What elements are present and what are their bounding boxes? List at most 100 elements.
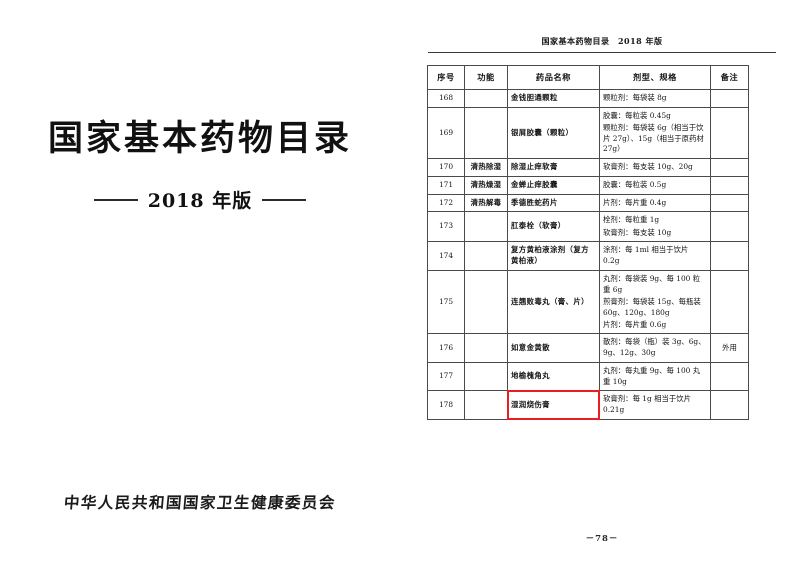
cell-drug-name: 如意金黄散: [507, 333, 600, 363]
cell-function: [464, 211, 508, 243]
cell-dosage-spec: 胶囊：每粒装 0.45g 颗粒剂：每袋装 6g（相当于饮片 27g）、15g（相当…: [599, 106, 711, 160]
cell-note: [710, 193, 749, 213]
cell-dosage-spec: 软膏剂：每 1g 相当于饮片 0.21g: [599, 390, 711, 420]
drug-name-text: 银屑胶囊（颗粒）: [511, 127, 574, 137]
cell-drug-name: 湿润烧伤膏: [507, 390, 600, 420]
dosage-spec-line: 软膏剂：每 1g 相当于饮片 0.21g: [603, 394, 692, 415]
cell-serial-number: 169: [427, 106, 465, 160]
dosage-spec-line: 胶囊：每粒装 0.5g: [603, 179, 667, 189]
cell-serial-number: 176: [427, 333, 465, 363]
table-row: 176 如意金黄散 散剂：每袋（瓶）装 3g、6g、9g、12g、30g 外用: [427, 333, 749, 363]
cell-dosage-spec: 胶囊：每粒装 0.5g: [599, 175, 711, 195]
table-row: 174 复方黄柏液涂剂（复方黄柏液） 涂剂：每 1ml 相当于饮片 0.2g: [427, 241, 749, 271]
dosage-spec-line: 颗粒剂：每袋装 6g（相当于饮片 27g）、15g（相当于原药材 27g）: [603, 122, 704, 154]
dosage-spec-line: 栓剂：每粒重 1g: [603, 215, 660, 225]
cell-dosage-spec: 软膏剂：每支装 10g、20g: [599, 158, 711, 177]
cell-drug-name: 除湿止痒软膏: [507, 158, 600, 177]
edition-rule-left: [93, 198, 138, 201]
cell-drug-name: 季德胜蛇药片: [507, 193, 600, 213]
header-rule: [428, 52, 776, 54]
column-header-no: 序号: [427, 65, 465, 90]
edition-rule-right: [262, 198, 307, 201]
cover-edition-row: 2018 年版: [0, 186, 400, 213]
cell-function: 清热燥湿: [464, 175, 508, 195]
dosage-spec-line: 胶囊：每粒装 0.45g: [603, 110, 671, 120]
table-row: 171 清热燥湿 金蝉止痒胶囊 胶囊：每粒装 0.5g: [427, 175, 749, 195]
dosage-spec-line: 片剂：每片重 0.4g: [603, 197, 667, 207]
cell-serial-number: 174: [427, 241, 465, 271]
drug-name-text: 复方黄柏液涂剂（复方黄柏液）: [511, 245, 589, 266]
dosage-spec-line: 涂剂：每 1ml 相当于饮片 0.2g: [603, 245, 689, 266]
cell-function: [464, 333, 508, 363]
cell-function: [464, 89, 508, 108]
cell-dosage-spec: 栓剂：每粒重 1g 软膏剂：每支装 10g: [599, 211, 711, 243]
dosage-spec-line: 煎膏剂：每袋装 15g、每瓶装 60g、120g、180g: [603, 296, 701, 317]
cell-function: [464, 361, 508, 392]
dosage-spec-line: 片剂：每片重 0.6g: [603, 319, 667, 329]
table-row: 168 金钱胆通颗粒 颗粒剂：每袋装 8g: [427, 89, 749, 108]
page-number: －78－: [585, 534, 619, 544]
column-header-spec: 剂型、规格: [599, 65, 711, 90]
cell-note: [710, 390, 749, 420]
table-row: 172 清热解毒 季德胜蛇药片 片剂：每片重 0.4g: [427, 193, 749, 213]
column-header-name: 药品名称: [507, 65, 600, 90]
issuer-name: 中华人民共和国国家卫生健康委员会: [63, 493, 337, 512]
cell-serial-number: 171: [427, 175, 465, 195]
cell-drug-name: 金蝉止痒胶囊: [507, 175, 600, 195]
cell-function: [464, 390, 508, 420]
cell-dosage-spec: 颗粒剂：每袋装 8g: [599, 89, 711, 108]
cell-drug-name: 连翘败毒丸（膏、片）: [507, 269, 600, 335]
table-row: 178 湿润烧伤膏 软膏剂：每 1g 相当于饮片 0.21g: [427, 390, 749, 420]
drug-name-text: 连翘败毒丸（膏、片）: [511, 296, 589, 306]
cell-note: [710, 175, 749, 195]
cell-drug-name: 地榆槐角丸: [507, 361, 600, 392]
page-title: 国家基本药物目录: [47, 118, 352, 159]
cell-note: [710, 89, 749, 108]
cell-serial-number: 178: [427, 390, 465, 420]
dosage-spec-line: 软膏剂：每支装 10g: [603, 227, 672, 237]
table-row: 170 清热除湿 除湿止痒软膏 软膏剂：每支装 10g、20g: [427, 158, 749, 177]
cell-note: [710, 361, 749, 392]
cell-serial-number: 173: [427, 211, 465, 243]
cell-note: 外用: [710, 333, 749, 363]
cell-note: [710, 158, 749, 177]
table-row: 175 连翘败毒丸（膏、片） 丸剂：每袋装 9g、每 100 粒重 6g 煎膏剂：每袋…: [427, 269, 749, 335]
cell-dosage-spec: 散剂：每袋（瓶）装 3g、6g、9g、12g、30g: [599, 333, 711, 363]
column-header-func: 功能: [464, 65, 508, 90]
cell-note: [710, 241, 749, 271]
drug-name-text: 金蝉止痒胶囊: [511, 179, 558, 189]
cell-function: [464, 241, 508, 271]
cell-drug-name: 金钱胆通颗粒: [507, 89, 600, 108]
cell-note: [710, 269, 749, 335]
dosage-spec-line: 软膏剂：每支装 10g、20g: [603, 162, 693, 172]
cover-page: 国家基本药物目录 2018 年版 中华人民共和国国家卫生健康委员会: [0, 118, 400, 512]
cell-serial-number: 177: [427, 361, 465, 392]
cell-function: 清热除湿: [464, 158, 508, 177]
cell-drug-name: 银屑胶囊（颗粒）: [507, 106, 600, 160]
cover-edition-label: 2018 年版: [147, 190, 253, 212]
running-head: 国家基本药物目录 2018 年版: [541, 36, 663, 46]
table-body: 168 金钱胆通颗粒 颗粒剂：每袋装 8g 169 银屑胶囊（颗粒） 胶囊：每粒装 0.4…: [427, 89, 749, 420]
cell-function: [464, 269, 508, 335]
drug-catalog-table: 序号 功能 药品名称 剂型、规格 备注 168 金钱胆通颗粒 颗粒剂：每袋装 8g 1…: [427, 65, 749, 420]
dosage-spec-line: 散剂：每袋（瓶）装 3g、6g、9g、12g、30g: [603, 337, 706, 358]
drug-name-text: 除湿止痒软膏: [511, 162, 558, 172]
drug-name-text: 金钱胆通颗粒: [511, 93, 558, 102]
dosage-spec-line: 丸剂：每袋装 9g、每 100 粒重 6g: [603, 273, 701, 294]
table-row: 169 银屑胶囊（颗粒） 胶囊：每粒装 0.45g 颗粒剂：每袋装 6g（相当于饮片 …: [427, 106, 749, 160]
drug-name-text: 地榆槐角丸: [511, 371, 550, 381]
cell-dosage-spec: 丸剂：每袋装 9g、每 100 粒重 6g 煎膏剂：每袋装 15g、每瓶装 60g…: [599, 269, 711, 335]
cell-serial-number: 175: [427, 269, 465, 335]
drug-name-text: 肛泰栓（软膏）: [511, 221, 566, 231]
cell-function: [464, 106, 508, 160]
cell-dosage-spec: 片剂：每片重 0.4g: [599, 193, 711, 213]
dosage-spec-line: 丸剂：每丸重 9g、每 100 丸重 10g: [603, 365, 701, 386]
table-row: 177 地榆槐角丸 丸剂：每丸重 9g、每 100 丸重 10g: [427, 361, 749, 392]
cell-dosage-spec: 丸剂：每丸重 9g、每 100 丸重 10g: [599, 361, 711, 392]
cell-drug-name: 肛泰栓（软膏）: [507, 211, 600, 243]
cell-function: 清热解毒: [464, 193, 508, 213]
cell-serial-number: 170: [427, 158, 465, 177]
catalog-page: 国家基本药物目录 2018 年版 序号 功能 药品名称 剂型、规格 备注 168…: [400, 0, 800, 570]
column-header-note: 备注: [710, 65, 749, 90]
drug-name-text: 季德胜蛇药片: [511, 197, 558, 207]
